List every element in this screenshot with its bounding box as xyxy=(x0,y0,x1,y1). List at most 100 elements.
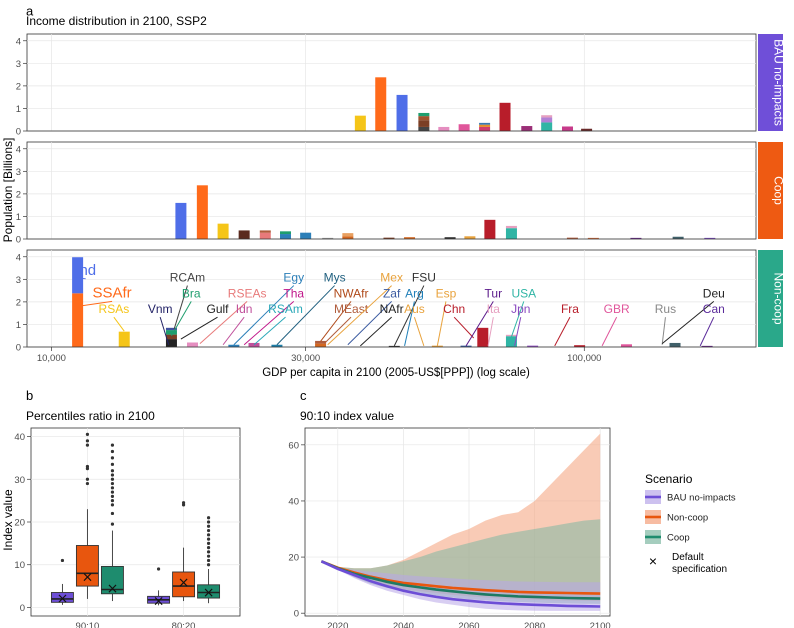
histogram-bar xyxy=(196,185,208,239)
outlier-point xyxy=(85,481,90,486)
histogram-bar xyxy=(438,126,450,131)
outlier-point xyxy=(60,558,65,563)
histogram-bar xyxy=(527,345,539,347)
region-label: Jpn xyxy=(511,302,530,316)
region-label: RSAs xyxy=(99,302,130,316)
facet-strip-0 xyxy=(758,34,783,131)
panel-b-boxplot: 0 10 20 30 40 90:10 80:20 × × × × × × xyxy=(14,427,241,628)
histogram-bar xyxy=(620,344,632,347)
outlier-point xyxy=(110,494,115,498)
histogram-bar xyxy=(228,344,240,347)
histogram-bar xyxy=(396,94,408,131)
outlier-point xyxy=(156,567,161,571)
outlier-point xyxy=(206,554,211,558)
histogram-bar xyxy=(271,344,283,347)
outlier-point xyxy=(85,432,90,437)
legend-label: Coop xyxy=(667,533,690,544)
histogram-bar xyxy=(280,234,292,239)
histogram-bar xyxy=(581,128,593,131)
label-leader-line xyxy=(180,316,218,340)
histogram-bar xyxy=(630,237,642,239)
y-tick-label: 40 xyxy=(14,432,25,443)
region-label: Mex xyxy=(380,271,403,285)
histogram-bar xyxy=(505,225,517,229)
histogram-bar xyxy=(431,345,443,347)
label-leader-line xyxy=(222,316,245,346)
y-tick-label: 0 xyxy=(20,603,25,614)
region-label: NWAfr xyxy=(334,286,369,300)
histogram-bar xyxy=(587,237,599,239)
panel-b-ylabel: Index value xyxy=(1,489,15,551)
outlier-point xyxy=(206,546,211,550)
facet-strip-label: Non-coop xyxy=(772,272,786,324)
x-tick-label: 2080 xyxy=(524,621,545,628)
y-tick-label: 2 xyxy=(16,81,21,92)
line-coop xyxy=(320,560,601,600)
histogram-bar xyxy=(72,257,84,294)
outlier-point xyxy=(110,443,115,447)
label-leader-line xyxy=(514,317,522,346)
histogram-bar xyxy=(259,232,271,239)
label-leader-line xyxy=(436,301,447,346)
histogram-bar xyxy=(72,293,84,347)
histogram-bar xyxy=(701,345,713,347)
label-leader-line xyxy=(171,301,192,336)
facet-panel-2 xyxy=(26,249,757,348)
histogram-bar xyxy=(388,345,400,347)
y-tick-label: 10 xyxy=(14,560,25,571)
mean-marker: × xyxy=(57,591,69,607)
label-leader-line xyxy=(465,301,494,347)
x-tick-label: 30,000 xyxy=(291,353,320,364)
outlier-point xyxy=(110,456,115,460)
y-tick-label: 20 xyxy=(288,553,299,564)
y-tick-label: 4 xyxy=(16,252,21,263)
histogram-bar xyxy=(561,126,573,131)
x-tick-label: 2060 xyxy=(458,621,479,628)
outlier-point xyxy=(110,486,115,490)
y-tick-label: 1 xyxy=(16,320,21,331)
histogram-bar xyxy=(479,124,491,127)
facet-strip-1 xyxy=(758,142,783,239)
panel-b-letter: b xyxy=(26,388,33,403)
histogram-bar xyxy=(479,122,491,125)
outlier-point xyxy=(206,524,211,528)
legend-items: BAU no-impacts Non-coop Coop xyxy=(645,490,736,544)
x-tick-label: 2020 xyxy=(327,621,348,628)
histogram-bar xyxy=(541,115,553,118)
region-label: SSAfr xyxy=(93,284,132,301)
y-tick-label: 1 xyxy=(16,104,21,115)
mean-marker: × xyxy=(82,570,94,586)
region-label: Aus xyxy=(404,302,425,316)
histogram-bar xyxy=(259,230,271,233)
label-leader-line xyxy=(77,300,113,307)
box xyxy=(172,571,196,598)
label-leader-line xyxy=(510,301,525,338)
histogram-bar xyxy=(541,122,553,131)
region-label: Ita xyxy=(487,302,501,316)
y-tick-label: 60 xyxy=(288,440,299,451)
outlier-point xyxy=(85,443,90,447)
default-spec-icon: × xyxy=(649,553,657,569)
y-tick-label: 4 xyxy=(16,144,21,155)
label-leader-line xyxy=(554,316,571,347)
outlier-point xyxy=(110,473,115,477)
histogram-bar xyxy=(460,345,472,347)
histogram-bar xyxy=(315,343,327,347)
histogram-bar xyxy=(187,342,199,347)
panel-a-letter: a xyxy=(26,4,34,19)
mean-marker: × xyxy=(203,585,215,601)
histogram-bar xyxy=(238,230,250,239)
facet-panel-1 xyxy=(26,141,757,240)
label-leader-line xyxy=(113,316,125,332)
outlier-point xyxy=(110,522,115,526)
panel-a-xlabel: GDP per capita in 2100 (2005-US$[PPP]) (… xyxy=(262,367,530,379)
label-leader-line xyxy=(243,300,295,346)
outlier-point xyxy=(110,481,115,486)
histogram-bar xyxy=(704,237,716,239)
histogram-bar xyxy=(444,237,456,239)
region-label: Egy xyxy=(283,271,304,285)
x-tick-label: 2040 xyxy=(393,621,414,628)
histogram-bar xyxy=(300,232,312,239)
facet-strip-2 xyxy=(758,250,783,347)
